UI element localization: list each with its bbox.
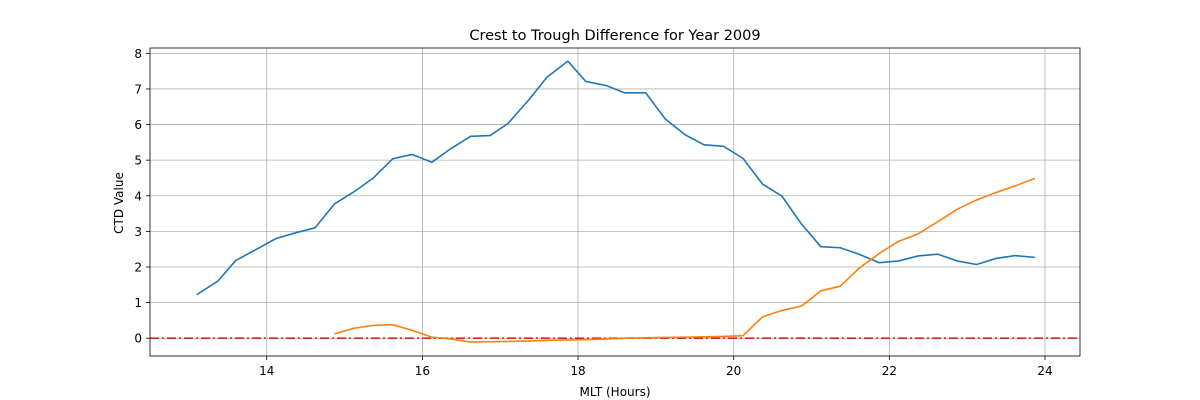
y-axis-ticks: 0 1 2 3 4 5 6 7 8 [134, 47, 150, 346]
y-tick-label: 8 [134, 47, 142, 61]
plot-frame [149, 47, 1081, 357]
series-line-1 [196, 60, 1035, 296]
y-tick-label: 2 [134, 260, 142, 274]
y-tick-label: 7 [134, 82, 142, 96]
x-tick-label: 18 [570, 364, 585, 378]
x-tick-label: 20 [726, 364, 741, 378]
y-tick-label: 0 [134, 332, 142, 346]
series-line-2 [334, 177, 1036, 343]
x-tick-label: 24 [1037, 364, 1052, 378]
y-tick-label: 6 [134, 118, 142, 132]
y-tick-label: 3 [134, 225, 142, 239]
series-layer [196, 60, 1036, 343]
x-axis-ticks: 14 16 18 20 22 24 [259, 356, 1053, 378]
x-tick-label: 22 [882, 364, 897, 378]
y-axis-label: CTD Value [112, 172, 126, 234]
x-tick-label: 14 [259, 364, 274, 378]
x-axis-label: MLT (Hours) [579, 385, 650, 399]
chart-title: Crest to Trough Difference for Year 2009 [469, 28, 760, 44]
y-tick-label: 1 [134, 296, 142, 310]
y-tick-label: 4 [134, 189, 142, 203]
x-tick-label: 16 [415, 364, 430, 378]
y-tick-label: 5 [134, 154, 142, 168]
grid [150, 48, 1080, 356]
